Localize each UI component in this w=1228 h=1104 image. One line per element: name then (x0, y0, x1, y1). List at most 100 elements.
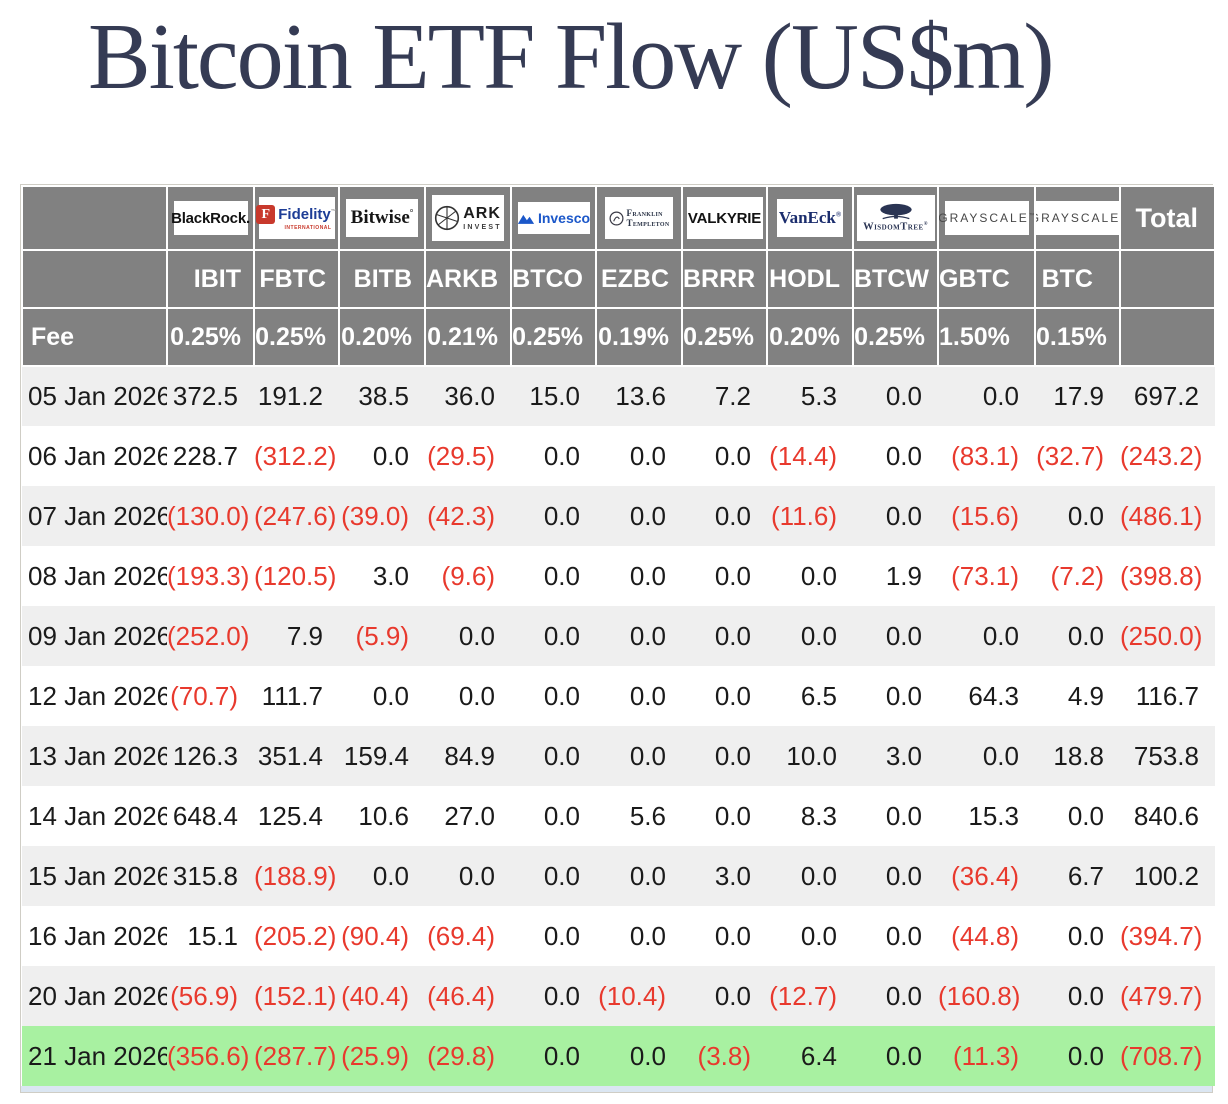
flow-cell-IBIT: (252.0) (167, 620, 250, 651)
table-row: 13 Jan 2026 126.3 351.4 159.4 84.9 0.0 0.0 0.0 1… (22, 726, 1215, 786)
flow-cell-GBTC: (15.6) (951, 500, 1019, 531)
fidelity-logo: F Fidelity™ INTERNATIONAL (256, 197, 337, 239)
flow-cell-EZBC: (10.4) (598, 980, 666, 1011)
flow-cell-BTCO: 0.0 (543, 740, 580, 771)
flow-cell-BTC: 0.0 (1067, 500, 1104, 531)
flow-cell-BTC: 6.7 (1067, 860, 1104, 891)
grayscale-logo: GRAYSCALE™ (940, 201, 1033, 235)
ticker-header-BTC: BTC (1034, 249, 1121, 309)
flow-cell-FBTC: (188.9) (254, 860, 337, 891)
flow-cell-BTCO: 0.0 (543, 1040, 580, 1071)
flow-cell-BTC: 0.0 (1067, 1040, 1104, 1071)
flow-cell-EZBC: 5.6 (629, 800, 666, 831)
flow-cell-GBTC: 0.0 (982, 620, 1019, 651)
flow-cell-IBIT: (56.9) (170, 980, 238, 1011)
flow-cell-GBTC: (160.8) (938, 980, 1021, 1011)
flow-cell-BTCW: 0.0 (885, 620, 922, 651)
flow-cell-ARKB: 27.0 (444, 800, 495, 831)
total-cell: 100.2 (1133, 860, 1199, 891)
flow-cell-EZBC: 0.0 (629, 740, 666, 771)
total-cell: (479.7) (1120, 980, 1203, 1011)
ticker-header-IBIT: IBIT (166, 249, 255, 309)
ark-logo: ARK INVEST (432, 195, 504, 241)
flow-cell-FBTC: (152.1) (254, 980, 337, 1011)
flow-cell-FBTC: (312.2) (254, 440, 337, 471)
grayscale-wordmark: GRAYSCALE™ (938, 211, 1035, 225)
table-row: 20 Jan 2026 (56.9) (152.1) (40.4) (46.4) 0.0 (… (22, 966, 1215, 1026)
flow-cell-BRRR: 0.0 (714, 440, 751, 471)
flow-cell-FBTC: 7.9 (286, 620, 323, 651)
total-cell: 116.7 (1135, 680, 1199, 711)
trademark-symbol: ™ (330, 209, 337, 215)
total-cell: (708.7) (1120, 1040, 1203, 1071)
total-cell: (243.2) (1120, 440, 1203, 471)
franklin-emblem-icon (609, 211, 624, 226)
ticker-header-BTCW: BTCW (852, 249, 939, 309)
total-cell: (398.8) (1120, 560, 1203, 591)
flow-cell-FBTC: (247.6) (254, 500, 337, 531)
vaneck-wordmark: VanEck® (778, 208, 842, 227)
ticker-header-GBTC: GBTC (937, 249, 1036, 309)
flow-cell-BTCW: 0.0 (885, 980, 922, 1011)
flow-cell-EZBC: 0.0 (629, 680, 666, 711)
flow-cell-BTCW: 0.0 (885, 680, 922, 711)
logo-cell-ark-invest: ARK INVEST (424, 185, 512, 251)
logo-cell-blackrock: BlackRock. (166, 185, 255, 251)
date-cell: 16 Jan 2026 (28, 920, 167, 951)
valkyrie-wordmark: VALKYRIE (687, 209, 762, 227)
bitwise-wordmark: Bitwise° (350, 207, 414, 228)
flow-cell-FBTC: 191.2 (257, 381, 323, 411)
flow-cell-GBTC: (11.3) (953, 1040, 1019, 1071)
flow-cell-HODL: 6.4 (800, 1040, 837, 1071)
flow-cell-BTCO: 0.0 (543, 500, 580, 531)
flow-cell-ARKB: 36.0 (444, 381, 495, 411)
flow-cell-BTCO: 0.0 (543, 800, 580, 831)
flow-cell-BITB: (40.4) (341, 980, 409, 1011)
flow-cell-IBIT: (193.3) (167, 560, 250, 591)
ticker-header-ARKB: ARKB (424, 249, 512, 309)
flow-cell-GBTC: 15.3 (968, 800, 1019, 831)
flow-cell-EZBC: 13.6 (615, 381, 666, 411)
flow-cell-IBIT: 372.5 (172, 381, 238, 411)
total-cell: (394.7) (1120, 920, 1203, 951)
flow-cell-BTCW: 0.0 (885, 920, 922, 951)
flow-cell-EZBC: 0.0 (629, 1040, 666, 1071)
flow-cell-HODL: 8.3 (800, 800, 837, 831)
date-cell: 21 Jan 2026 (28, 1040, 167, 1071)
fee-value-BRRR: 0.25% (681, 307, 768, 367)
flow-cell-ARKB: (29.5) (427, 440, 495, 471)
valkyrie-logo: VALKYRIE (686, 197, 763, 239)
flow-cell-FBTC: 111.7 (261, 680, 323, 711)
total-cell: 697.2 (1133, 381, 1199, 411)
franklin-line2: Templeton (626, 218, 670, 228)
table-header: BlackRock. F Fidelity™ INTERNATIONAL Bitwise… (21, 185, 1216, 367)
flow-cell-HODL: 0.0 (800, 620, 837, 651)
flow-cell-BTC: 0.0 (1067, 920, 1104, 951)
flow-cell-HODL: 0.0 (800, 860, 837, 891)
next-row-peek (21, 1086, 1212, 1092)
date-cell: 14 Jan 2026 (28, 800, 167, 831)
logo-cell-grayscale: GRAYSCALE™ (937, 185, 1036, 251)
flow-cell-IBIT: 648.4 (172, 800, 238, 831)
logo-cell-fidelity: F Fidelity™ INTERNATIONAL (253, 185, 340, 251)
flow-cell-BRRR: 3.0 (714, 860, 751, 891)
table-row: 21 Jan 2026 (356.6) (287.7) (25.9) (29.8) 0.0… (22, 1026, 1215, 1086)
blackrock-logo: BlackRock. (171, 201, 250, 235)
table-body: 05 Jan 2026 372.5 191.2 38.5 36.0 15.0 13.6 7.2… (22, 366, 1215, 1086)
header-corner-cell (21, 185, 168, 251)
flow-cell-BTCW: 0.0 (885, 440, 922, 471)
invesco-wordmark: Invesco (537, 210, 591, 226)
logo-cell-franklin-templeton: Franklin Templeton (595, 185, 683, 251)
flow-cell-IBIT: (356.6) (167, 1040, 250, 1071)
flow-cell-BITB: 10.6 (358, 800, 409, 831)
date-cell: 06 Jan 2026 (28, 440, 167, 471)
flow-cell-BTC: 17.9 (1053, 381, 1104, 411)
flow-cell-FBTC: (287.7) (254, 1040, 337, 1071)
fee-value-BTCW: 0.25% (852, 307, 939, 367)
logo-header-row: BlackRock. F Fidelity™ INTERNATIONAL Bitwise… (21, 185, 1216, 251)
fee-value-BITB: 0.20% (338, 307, 426, 367)
flow-cell-BTC: 18.8 (1053, 740, 1104, 771)
total-cell: 840.6 (1133, 800, 1199, 831)
flow-cell-BRRR: 0.0 (714, 680, 751, 711)
total-cell: 753.8 (1133, 740, 1199, 771)
